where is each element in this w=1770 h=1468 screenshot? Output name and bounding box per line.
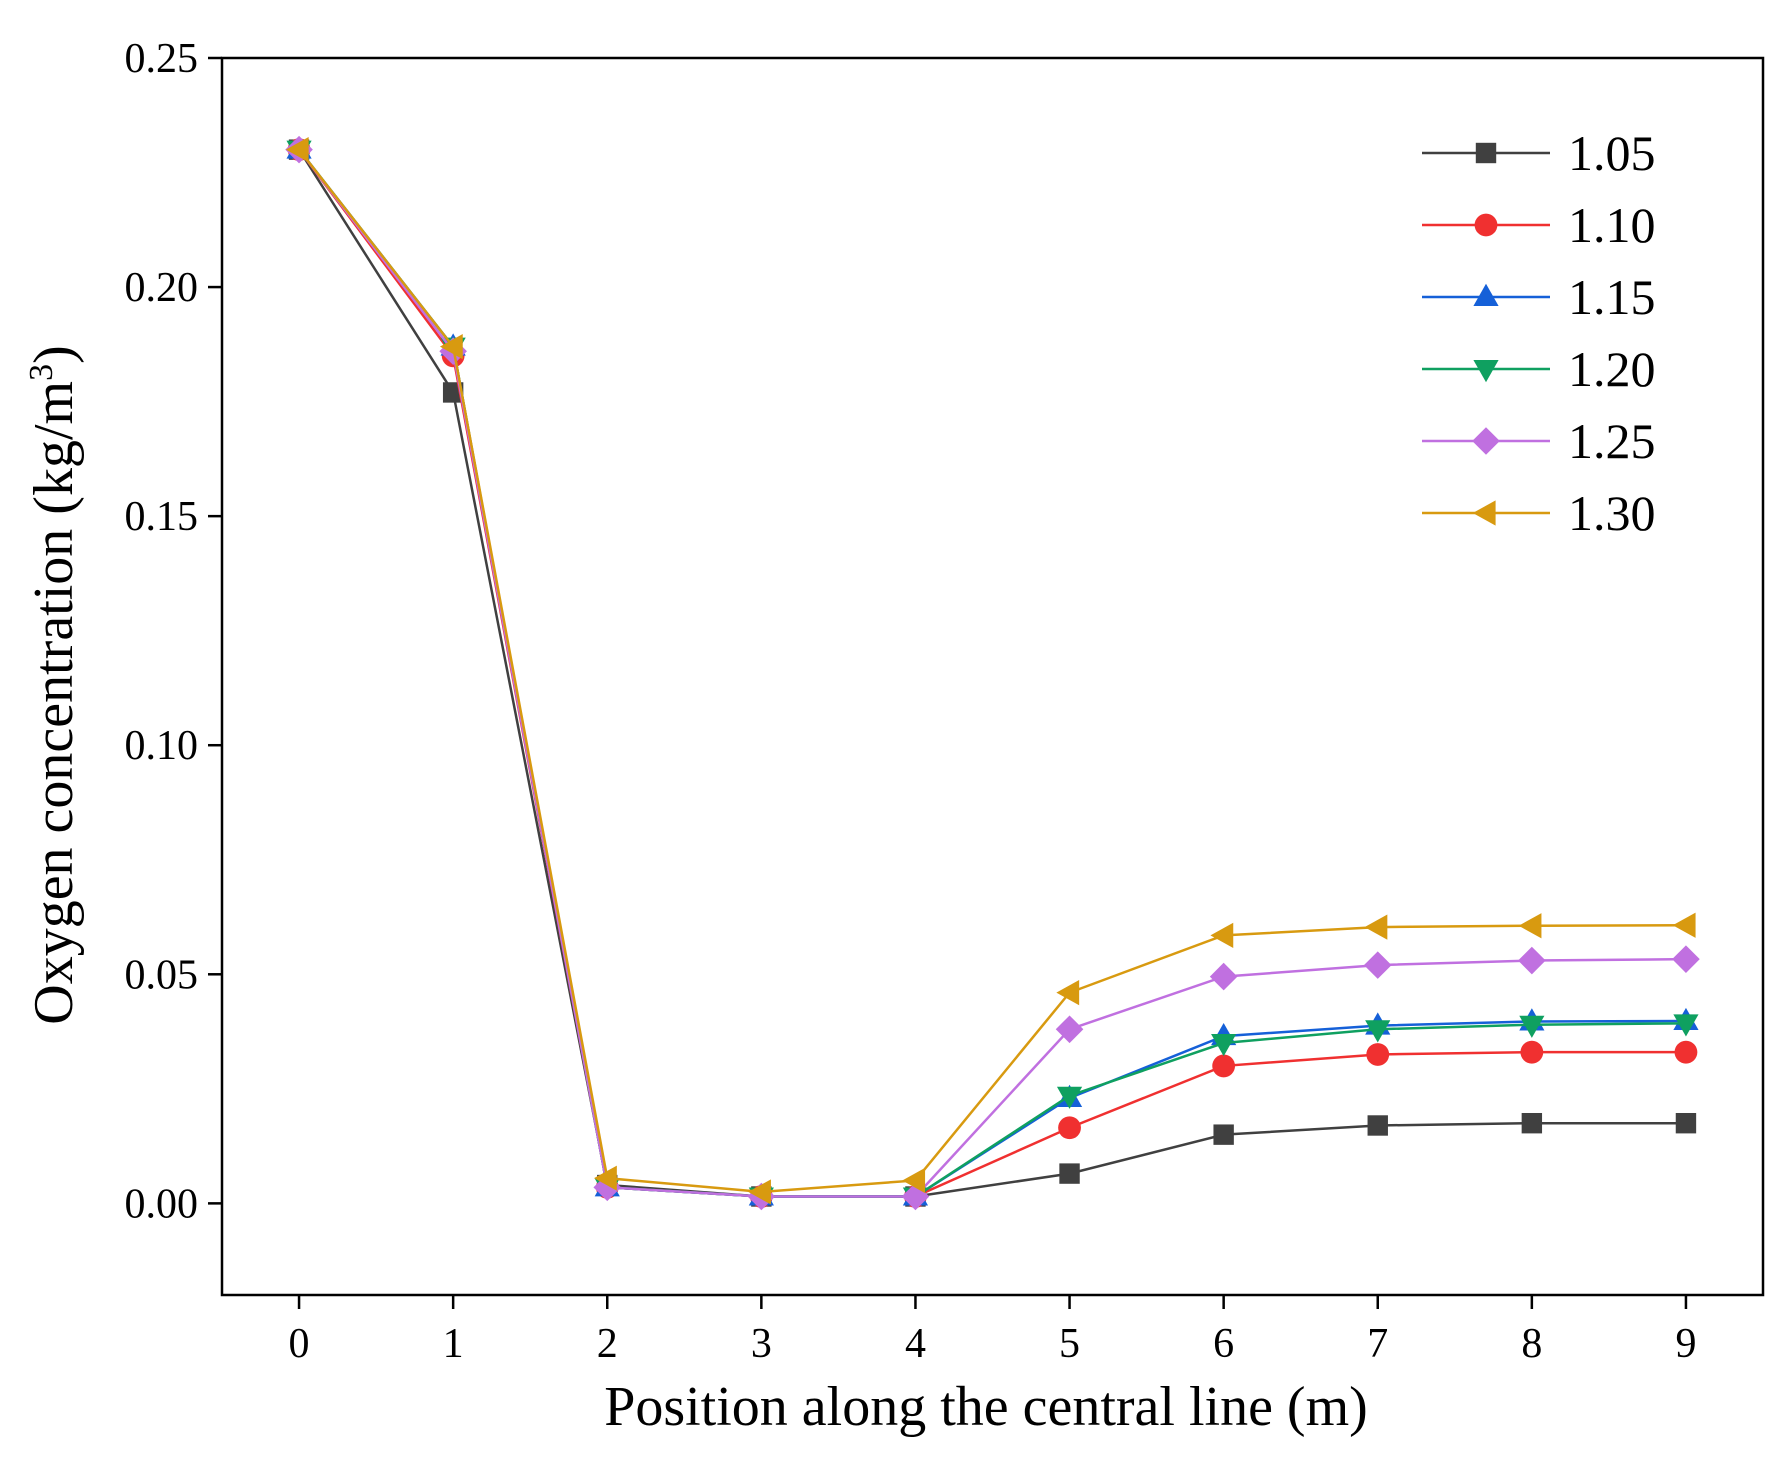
legend-label: 1.30 [1568,485,1656,541]
data-point [1212,1054,1236,1078]
data-point [1518,946,1546,975]
data-point [1209,962,1238,991]
y-tick-label: 0.25 [125,36,199,82]
legend-marker [1473,283,1499,306]
data-point [748,1179,771,1205]
x-tick-label: 8 [1521,1321,1542,1367]
x-tick-label: 6 [1213,1321,1234,1367]
legend-marker [1473,360,1499,383]
x-tick-label: 1 [443,1321,464,1367]
series-1-30 [285,137,1696,1205]
legend-label: 1.10 [1568,197,1656,253]
y-tick-label: 0.20 [125,265,199,311]
legend-item: 1.20 [1422,341,1656,397]
data-point [285,137,309,163]
x-tick-label: 7 [1367,1321,1388,1367]
data-point [1363,951,1392,979]
data-point [1675,1112,1697,1134]
data-point [902,1167,926,1194]
data-point [1673,1014,1699,1037]
legend-marker [1472,500,1496,526]
data-point [1213,1124,1234,1145]
legend-marker [1472,427,1500,455]
series-line [298,148,1686,1194]
data-point [1518,913,1542,939]
data-point [1056,1086,1083,1109]
data-point [1672,945,1700,973]
series-line [297,148,1686,1198]
data-point [594,1165,617,1191]
data-point [593,1173,622,1202]
data-point [1367,1115,1388,1136]
x-tick-label: 5 [1059,1321,1080,1367]
x-tick-label: 0 [289,1321,310,1367]
legend-label: 1.05 [1568,125,1656,181]
x-axis-title: Position along the central line (m) [604,1376,1368,1438]
legend-label: 1.20 [1568,341,1656,397]
data-point [1521,1112,1543,1134]
legend-marker [1474,213,1498,237]
data-point [1672,912,1696,938]
data-point [1520,1040,1544,1064]
data-point [1211,1034,1237,1057]
legend-item: 1.25 [1422,413,1656,469]
legend-label: 1.15 [1568,269,1656,325]
y-axis-title: Oxygen concentration (kg/m3) [23,345,85,1024]
data-point [1365,1020,1391,1043]
data-point [1364,914,1388,940]
legend-item: 1.05 [1422,125,1656,181]
plot-frame [220,56,1765,1297]
series-line [298,148,1686,1198]
x-tick-label: 9 [1675,1321,1696,1367]
data-point [1210,922,1234,948]
y-tick-label: 0.15 [125,494,199,540]
legend-item: 1.30 [1422,485,1656,541]
y-tick-label: 0.00 [125,1181,199,1227]
x-tick-label: 2 [597,1321,618,1367]
data-point [1519,1015,1545,1038]
x-tick-label: 3 [751,1321,772,1367]
legend-item: 1.15 [1422,269,1656,325]
data-point [1055,1015,1084,1044]
legend-label: 1.25 [1568,413,1656,469]
y-tick-label: 0.10 [125,723,199,769]
x-tick-label: 4 [905,1321,926,1367]
data-point [1366,1043,1390,1066]
legend-marker [1475,142,1497,164]
legend-item: 1.10 [1422,197,1656,253]
data-point [1056,980,1080,1006]
y-tick-label: 0.05 [125,952,199,998]
data-point [1674,1040,1698,1064]
data-point [1059,1163,1080,1184]
data-point [1058,1116,1081,1140]
data-point [439,334,463,360]
